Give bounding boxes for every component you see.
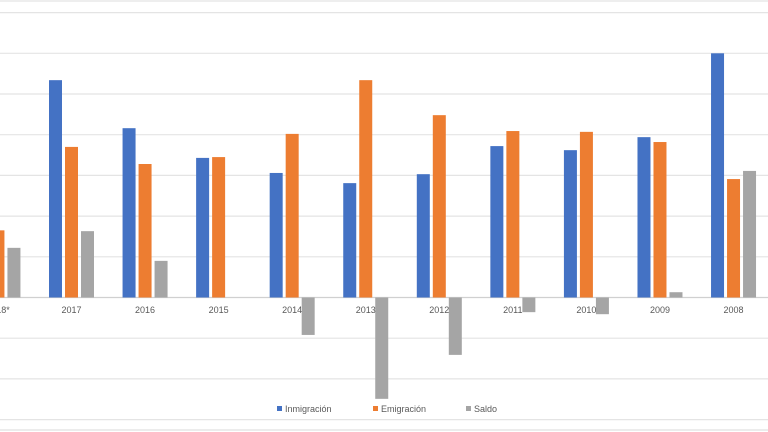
bar-emigración-2009	[653, 142, 667, 298]
bar-emigración-2017	[65, 146, 78, 298]
x-tick-label: 2018*	[0, 305, 10, 315]
bar-emigración-2014	[285, 133, 299, 298]
bar-inmigración-2012	[416, 174, 430, 298]
x-tick-label: 2011	[503, 305, 522, 315]
bar-emigración-2011	[506, 131, 520, 298]
bar-emigración-2016	[138, 164, 152, 298]
bar-inmigración-2017	[49, 80, 62, 298]
bar-inmigración-2014	[269, 172, 283, 298]
legend-swatch-saldo	[466, 406, 471, 411]
legend-label: Saldo	[474, 404, 497, 414]
bar-saldo-2014	[301, 297, 315, 335]
legend-swatch-emigración	[373, 406, 378, 411]
bar-saldo-2013	[375, 297, 389, 399]
bar-emigración-2012	[432, 115, 446, 298]
bar-inmigración-2009	[637, 137, 651, 298]
x-tick-label: 2010	[576, 305, 596, 315]
legend: Inmigración Emigración Saldo	[277, 404, 497, 414]
bar-saldo-2008	[743, 170, 757, 298]
legend-swatch-inmigración	[277, 406, 282, 411]
x-tick-label: 2016	[135, 305, 155, 315]
bar-saldo-2016	[154, 260, 168, 298]
bar-emigración-2018	[0, 230, 5, 298]
x-tick-label: 2009	[650, 305, 670, 315]
bar-inmigración-2016	[122, 128, 136, 298]
bar-saldo-2010	[595, 297, 609, 315]
x-tick-label: 2015	[209, 305, 229, 315]
x-tick-label: 2017	[61, 305, 81, 315]
bar-emigración-2008	[727, 179, 741, 298]
bar-inmigración-2015	[196, 157, 210, 298]
x-tick-label: 2013	[356, 305, 376, 315]
bar-saldo-2017	[81, 231, 94, 298]
bar-inmigración-2013	[343, 183, 357, 298]
legend-label: Inmigración	[285, 404, 332, 414]
bar-emigración-2013	[359, 80, 373, 298]
x-tick-label: 2008	[724, 305, 744, 315]
bar-saldo-2009	[669, 292, 683, 298]
bars	[0, 53, 757, 399]
x-axis-labels: 2018* 2017 2016 2015 2014 2013 2012 2011 2010 200…	[0, 305, 744, 315]
x-tick-label: 2014	[282, 305, 302, 315]
bar-emigración-2010	[579, 131, 593, 298]
bar-saldo-2012	[448, 297, 462, 355]
bar-saldo-2018	[7, 247, 21, 298]
bar-saldo-2011	[522, 297, 536, 313]
bar-inmigración-2010	[563, 150, 577, 298]
bar-inmigración-2008	[711, 53, 725, 298]
bar-emigración-2015	[212, 157, 226, 298]
legend-label: Emigración	[381, 404, 426, 414]
bar-inmigración-2011	[490, 146, 504, 298]
x-tick-label: 2012	[429, 305, 449, 315]
